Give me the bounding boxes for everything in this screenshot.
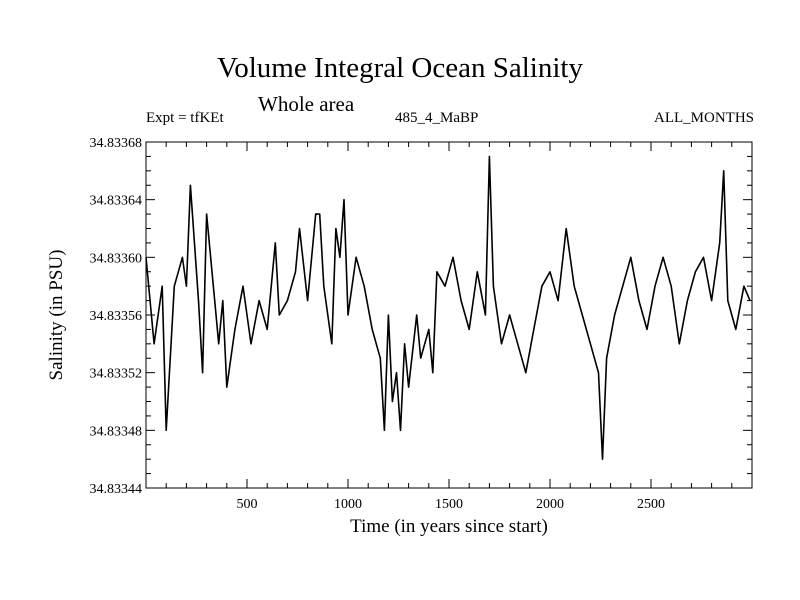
y-axis-label: Salinity (in PSU) <box>46 250 67 381</box>
y-tick-label: 34.83348 <box>90 424 143 439</box>
y-tick-label: 34.83344 <box>90 482 143 497</box>
x-tick-label: 1000 <box>334 497 362 512</box>
y-tick-label: 34.83364 <box>90 194 143 209</box>
axis-ticks <box>146 142 752 488</box>
axis-tick-labels: 500 1000 1500 2000 2500 34.83344 34.83348 34.83… <box>90 136 666 512</box>
x-tick-label: 2000 <box>536 497 564 512</box>
x-tick-label: 2500 <box>637 497 665 512</box>
period-label: 485_4_MaBP <box>395 110 479 126</box>
y-tick-label: 34.83368 <box>90 136 143 151</box>
x-tick-label: 500 <box>237 497 258 512</box>
x-tick-label: 1500 <box>435 497 463 512</box>
experiment-label: Expt = tfKEt <box>146 110 224 126</box>
series-line <box>145 155 751 461</box>
x-axis-label: Time (in years since start) <box>350 516 548 537</box>
chart-title: Volume Integral Ocean Salinity <box>217 52 583 84</box>
chart-subtitle: Whole area <box>258 92 355 116</box>
y-tick-label: 34.83360 <box>90 251 143 266</box>
y-tick-label: 34.83352 <box>90 367 143 382</box>
months-label: ALL_MONTHS <box>654 110 754 126</box>
y-tick-label: 34.83356 <box>90 309 143 324</box>
